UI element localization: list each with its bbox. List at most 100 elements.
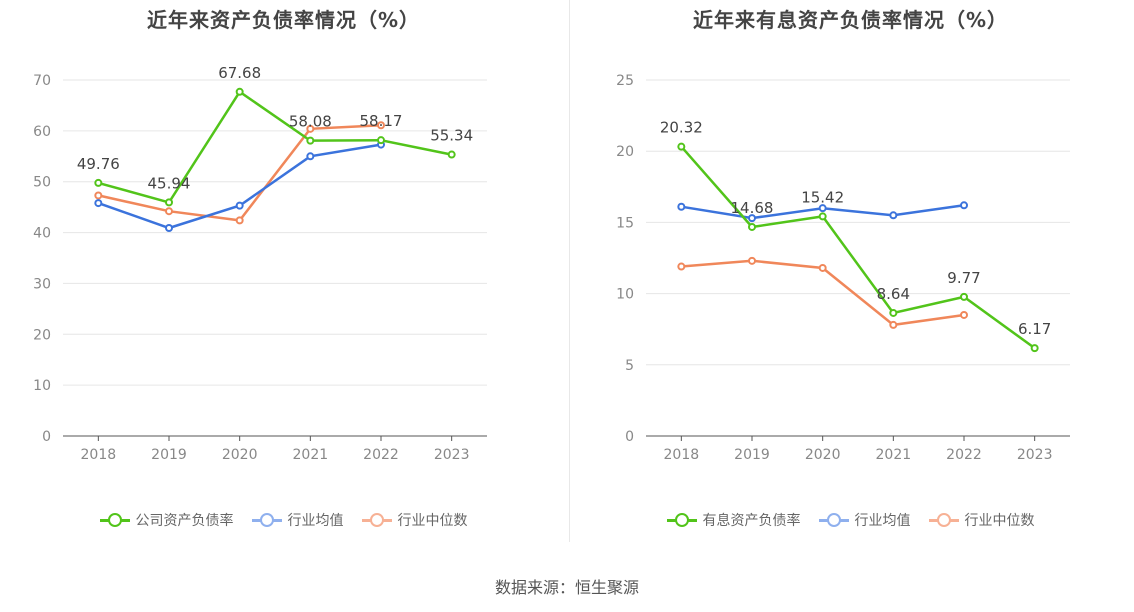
data-point xyxy=(94,191,103,200)
legend-line-icon xyxy=(928,513,959,527)
y-tick-label: 0 xyxy=(42,429,51,445)
legend-label: 行业中位数 xyxy=(397,513,468,529)
x-tick-label: 2018 xyxy=(81,447,117,463)
x-tick-label: 2023 xyxy=(1017,447,1053,463)
data-point xyxy=(889,320,898,329)
data-point xyxy=(818,263,827,272)
data-point xyxy=(306,152,315,161)
legend-label: 行业均值 xyxy=(287,513,344,529)
data-point xyxy=(165,223,173,232)
legend-label: 公司资产负债率 xyxy=(135,513,234,529)
data-point xyxy=(818,204,827,213)
data-point xyxy=(306,124,315,133)
x-tick-label: 2021 xyxy=(876,447,912,463)
legend-item-industry-median[interactable]: 行业中位数 xyxy=(928,510,1035,530)
y-tick-label: 60 xyxy=(33,124,51,140)
y-tick-label: 25 xyxy=(616,73,634,89)
legend-item-industry-median[interactable]: 行业中位数 xyxy=(361,510,468,530)
data-label: 8.64 xyxy=(877,285,910,303)
data-point xyxy=(235,201,244,210)
y-tick-label: 5 xyxy=(625,358,634,374)
data-point xyxy=(377,121,385,130)
data-label: 49.76 xyxy=(77,155,120,173)
line-chart-interest-debt-ratio: 0 5 10 15 20 25 2018 2019 2020 2021 2022 2023 20.32 1… xyxy=(616,73,1070,463)
legend-label: 行业均值 xyxy=(854,513,911,529)
legend-label: 行业中位数 xyxy=(964,513,1035,529)
y-tick-label: 0 xyxy=(625,429,634,445)
data-label: 67.68 xyxy=(218,64,261,82)
data-point xyxy=(165,207,173,216)
chart-legend: 有息资产负债率 行业均值 行业中位数 xyxy=(567,510,1134,530)
legend-line-icon xyxy=(361,513,392,527)
y-tick-label: 15 xyxy=(616,215,634,231)
y-tick-label: 20 xyxy=(33,327,51,343)
data-label: 58.08 xyxy=(289,113,332,131)
chart-title: 近年来有息资产负债率情况（%） xyxy=(692,8,1009,32)
legend-item-company[interactable]: 有息资产负债率 xyxy=(666,510,801,530)
data-source-note: 数据来源：恒生聚源 xyxy=(494,578,639,597)
y-tick-label: 10 xyxy=(33,378,51,394)
y-tick-label: 10 xyxy=(616,287,634,303)
chart-legend: 公司资产负债率 行业均值 行业中位数 xyxy=(0,510,567,530)
legend-item-industry-average[interactable]: 行业均值 xyxy=(251,510,344,530)
data-label: 45.94 xyxy=(148,174,191,192)
legend-line-icon xyxy=(251,513,282,527)
y-tick-label: 40 xyxy=(33,226,51,242)
panel-divider xyxy=(569,0,570,542)
data-point xyxy=(306,136,315,145)
data-point xyxy=(235,216,244,225)
x-tick-label: 2023 xyxy=(434,447,470,463)
y-tick-label: 30 xyxy=(33,276,51,292)
data-point xyxy=(1030,344,1039,353)
data-point xyxy=(447,150,456,159)
x-tick-label: 2019 xyxy=(734,447,770,463)
x-tick-label: 2022 xyxy=(946,447,982,463)
data-point xyxy=(889,308,898,317)
data-label: 9.77 xyxy=(947,269,980,287)
y-tick-label: 70 xyxy=(33,73,51,89)
data-label: 15.42 xyxy=(801,188,844,206)
x-tick-label: 2022 xyxy=(363,447,399,463)
series-line xyxy=(97,90,452,204)
x-tick-label: 2018 xyxy=(664,447,700,463)
series-line xyxy=(97,143,382,230)
data-point xyxy=(677,262,686,271)
data-label: 14.68 xyxy=(731,199,774,217)
legend-line-icon xyxy=(818,513,849,527)
data-point xyxy=(960,292,968,301)
chart-title: 近年来资产负债率情况（%） xyxy=(146,8,421,32)
data-point xyxy=(677,142,686,151)
data-point xyxy=(748,214,756,223)
data-point xyxy=(377,136,385,145)
data-point xyxy=(165,198,173,207)
data-point xyxy=(960,310,968,319)
data-label: 55.34 xyxy=(430,127,473,145)
series-line xyxy=(680,145,1036,350)
data-point xyxy=(960,201,968,210)
legend-item-company[interactable]: 公司资产负债率 xyxy=(99,510,234,530)
y-tick-label: 20 xyxy=(616,144,634,160)
data-label: 58.17 xyxy=(360,112,403,130)
x-tick-label: 2020 xyxy=(222,447,258,463)
data-label: 20.32 xyxy=(660,119,703,137)
data-point xyxy=(94,199,103,208)
line-chart-debt-ratio: 0 10 20 30 40 50 60 70 2018 2019 2020 2021 2022 2023 4… xyxy=(33,64,487,463)
data-point xyxy=(818,212,827,221)
data-point xyxy=(889,211,898,220)
data-point xyxy=(677,202,686,211)
x-tick-label: 2019 xyxy=(151,447,187,463)
legend-item-industry-average[interactable]: 行业均值 xyxy=(818,510,911,530)
y-tick-label: 50 xyxy=(33,175,51,191)
data-point xyxy=(748,222,756,231)
data-point xyxy=(748,256,756,265)
legend-label: 有息资产负债率 xyxy=(702,513,801,529)
data-label: 6.17 xyxy=(1018,320,1051,338)
legend-line-icon xyxy=(666,513,697,527)
chart-panel-debt-ratio: 近年来资产负债率情况（%） 0 10 20 30 40 50 60 70 2018 2019 202… xyxy=(0,0,567,560)
chart-panel-interest-debt-ratio: 近年来有息资产负债率情况（%） 0 5 10 15 20 25 2018 2019 2020 20… xyxy=(567,0,1134,560)
x-tick-label: 2020 xyxy=(805,447,841,463)
data-point xyxy=(94,178,103,187)
x-tick-label: 2021 xyxy=(293,447,329,463)
data-point xyxy=(235,87,244,96)
legend-line-icon xyxy=(99,513,130,527)
